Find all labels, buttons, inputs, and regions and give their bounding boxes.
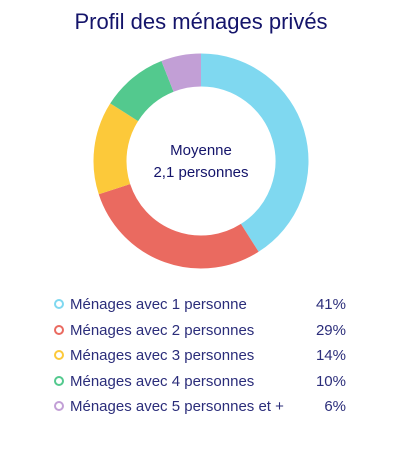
donut-slice-1-person — [200, 53, 309, 252]
center-label-line-2: 2,1 personnes — [153, 164, 249, 181]
legend-item-4-persons: Ménages avec 4 personnes 10% — [52, 369, 346, 395]
chart-title: Profil des ménages privés — [74, 9, 328, 34]
legend-item-1-person: Ménages avec 1 personne 41% — [52, 292, 346, 318]
legend-value-5-plus-persons: 6% — [324, 398, 346, 415]
legend-item-5-plus-persons: Ménages avec 5 personnes et + 6% — [52, 394, 346, 420]
legend-marker-5-plus-persons — [54, 401, 64, 411]
donut-slice-3-persons — [93, 103, 139, 195]
legend-label-4-persons: Ménages avec 4 personnes — [70, 372, 255, 390]
legend-label-3-persons: Ménages avec 3 personnes — [70, 347, 255, 364]
donut-slice-5-plus-persons — [161, 53, 202, 92]
donut-chart — [93, 53, 309, 269]
legend-item-3-persons: Ménages avec 3 personnes 14% — [52, 343, 346, 369]
legend-value-2-persons: 29% — [315, 321, 346, 339]
legend-value-4-persons: 10% — [315, 372, 346, 390]
legend-marker-4-persons — [54, 375, 64, 386]
legend-value-1-person: 41% — [315, 296, 346, 313]
donut-slice-4-persons — [110, 61, 175, 122]
legend: Ménages avec 1 personne 41% Ménages avec… — [52, 292, 346, 420]
center-label-line-1: Moyenne — [170, 142, 232, 159]
legend-label-2-persons: Ménages avec 2 personnes — [70, 321, 255, 339]
donut-slice-2-persons — [98, 183, 259, 269]
legend-item-2-persons: Ménages avec 2 personnes 29% — [52, 318, 346, 344]
legend-marker-3-persons — [54, 350, 64, 360]
legend-value-3-persons: 14% — [315, 347, 346, 364]
donut-center-label: Moyenne 2,1 personnes — [131, 140, 271, 184]
legend-label-5-plus-persons: Ménages avec 5 personnes et + — [70, 398, 284, 415]
legend-label-1-person: Ménages avec 1 personne — [70, 296, 247, 313]
legend-marker-2-persons — [54, 324, 64, 335]
legend-marker-1-person — [54, 299, 64, 309]
